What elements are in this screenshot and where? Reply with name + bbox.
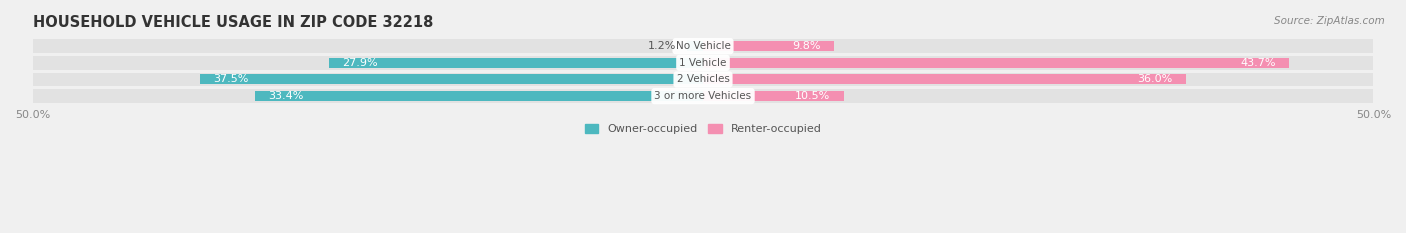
Bar [32, 89, 1374, 103]
Bar [256, 91, 703, 101]
Bar [703, 75, 1185, 85]
Bar [703, 41, 834, 51]
Bar [32, 39, 1374, 53]
Bar [688, 41, 703, 51]
Text: Source: ZipAtlas.com: Source: ZipAtlas.com [1274, 16, 1385, 26]
Text: 1.2%: 1.2% [648, 41, 676, 51]
Bar [32, 56, 1374, 70]
Bar [32, 73, 1374, 86]
Text: 33.4%: 33.4% [269, 91, 304, 101]
Text: HOUSEHOLD VEHICLE USAGE IN ZIP CODE 32218: HOUSEHOLD VEHICLE USAGE IN ZIP CODE 3221… [32, 15, 433, 30]
Text: 3 or more Vehicles: 3 or more Vehicles [654, 91, 752, 101]
Legend: Owner-occupied, Renter-occupied: Owner-occupied, Renter-occupied [581, 119, 825, 139]
Text: 10.5%: 10.5% [796, 91, 831, 101]
Text: 27.9%: 27.9% [342, 58, 378, 68]
Bar [703, 91, 844, 101]
Text: 37.5%: 37.5% [214, 75, 249, 85]
Text: 9.8%: 9.8% [793, 41, 821, 51]
Text: 43.7%: 43.7% [1240, 58, 1275, 68]
Text: 2 Vehicles: 2 Vehicles [676, 75, 730, 85]
Text: No Vehicle: No Vehicle [675, 41, 731, 51]
Text: 36.0%: 36.0% [1137, 75, 1173, 85]
Bar [703, 58, 1289, 68]
Text: 1 Vehicle: 1 Vehicle [679, 58, 727, 68]
Bar [329, 58, 703, 68]
Bar [200, 75, 703, 85]
